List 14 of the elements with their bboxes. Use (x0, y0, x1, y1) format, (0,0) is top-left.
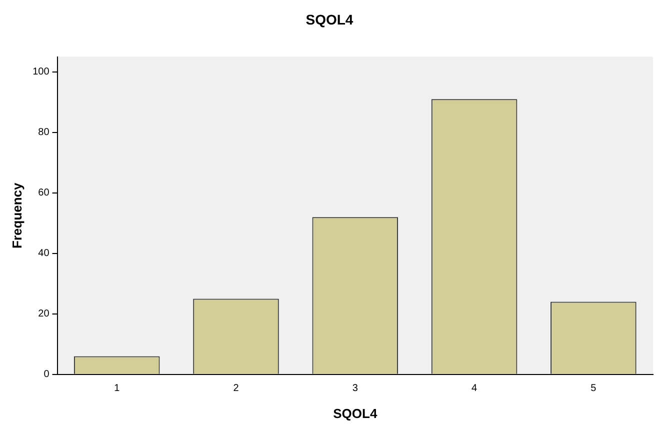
chart-title: SQOL4 (306, 11, 354, 28)
y-axis-title: Frequency (9, 182, 24, 248)
y-tick-label: 100 (32, 66, 50, 78)
y-tick-label: 0 (44, 369, 50, 380)
x-tick-label: 2 (233, 383, 240, 394)
y-tick-label: 80 (38, 127, 50, 138)
x-axis-title: SQOL4 (333, 406, 378, 421)
y-tick-label: 20 (38, 308, 50, 320)
y-tick-label: 40 (38, 248, 50, 260)
y-tick-label: 60 (38, 188, 50, 199)
x-tick-label: 4 (472, 383, 478, 394)
x-tick-label: 3 (352, 383, 358, 394)
x-tick-label: 5 (590, 383, 597, 394)
x-tick-label: 1 (114, 383, 120, 394)
